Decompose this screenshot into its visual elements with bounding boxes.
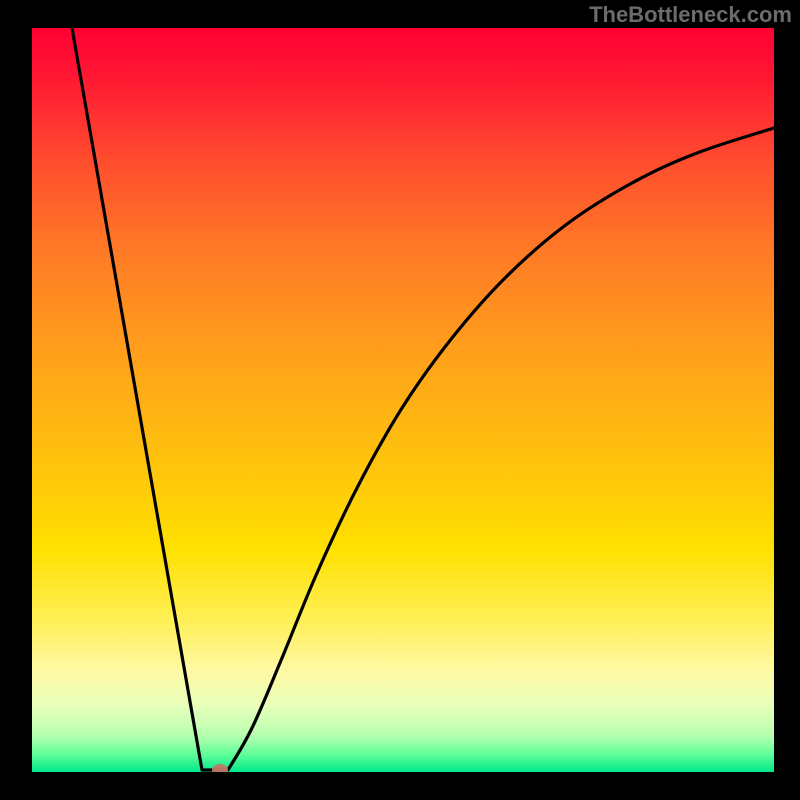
curve-svg xyxy=(32,28,774,772)
plot-area xyxy=(32,28,774,772)
min-marker xyxy=(212,764,228,772)
watermark-text: TheBottleneck.com xyxy=(589,2,792,28)
bottleneck-curve xyxy=(72,28,774,770)
